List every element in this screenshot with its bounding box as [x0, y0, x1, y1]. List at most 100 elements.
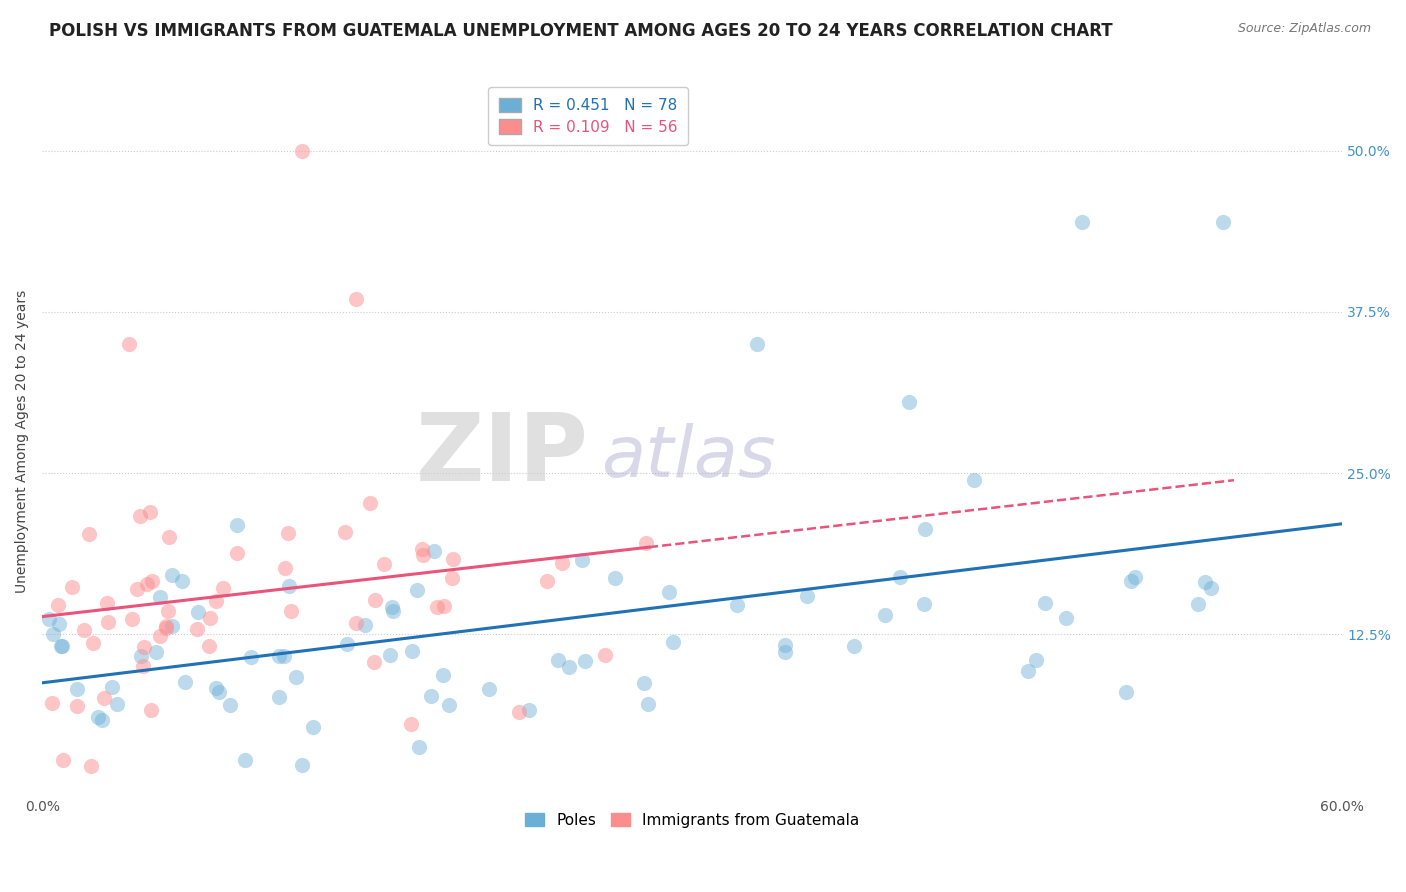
Point	[381, 599, 404, 614]
Point	[336, 637, 359, 651]
Point	[571, 553, 593, 567]
Point	[1199, 581, 1222, 595]
Point	[149, 590, 172, 604]
Point	[278, 579, 301, 593]
Point	[73, 624, 96, 638]
Point	[66, 699, 89, 714]
Point	[267, 648, 290, 663]
Point	[105, 698, 128, 712]
Text: atlas: atlas	[602, 424, 776, 492]
Point	[477, 681, 499, 696]
Point	[662, 634, 685, 648]
Point	[155, 619, 177, 633]
Point	[551, 556, 574, 570]
Point	[302, 720, 325, 734]
Y-axis label: Unemployment Among Ages 20 to 24 years: Unemployment Among Ages 20 to 24 years	[15, 289, 30, 592]
Point	[747, 337, 769, 351]
Point	[225, 546, 247, 560]
Point	[290, 758, 312, 772]
Point	[439, 698, 461, 712]
Point	[200, 611, 222, 625]
Point	[121, 612, 143, 626]
Point	[1187, 598, 1209, 612]
Point	[173, 674, 195, 689]
Point	[1071, 215, 1094, 229]
Point	[508, 705, 530, 719]
Point	[86, 710, 108, 724]
Point	[963, 473, 986, 487]
Point	[46, 598, 69, 612]
Point	[796, 589, 818, 603]
Point	[285, 670, 308, 684]
Point	[1115, 685, 1137, 699]
Point	[101, 680, 124, 694]
Point	[139, 505, 162, 519]
Point	[82, 636, 104, 650]
Point	[889, 570, 911, 584]
Text: Source: ZipAtlas.com: Source: ZipAtlas.com	[1237, 22, 1371, 36]
Point	[1194, 574, 1216, 589]
Point	[420, 689, 443, 703]
Point	[125, 582, 148, 596]
Point	[60, 580, 83, 594]
Point	[344, 292, 367, 306]
Point	[593, 648, 616, 662]
Point	[48, 617, 70, 632]
Point	[574, 654, 596, 668]
Point	[344, 615, 367, 630]
Point	[773, 645, 796, 659]
Point	[842, 639, 865, 653]
Point	[205, 594, 228, 608]
Point	[118, 337, 141, 351]
Point	[41, 696, 63, 710]
Point	[359, 496, 381, 510]
Point	[401, 644, 423, 658]
Point	[162, 568, 184, 582]
Point	[267, 690, 290, 704]
Point	[273, 649, 295, 664]
Point	[406, 582, 429, 597]
Point	[198, 639, 221, 653]
Point	[773, 638, 796, 652]
Point	[172, 574, 194, 588]
Point	[66, 681, 89, 696]
Point	[335, 524, 357, 539]
Point	[914, 522, 936, 536]
Point	[354, 618, 377, 632]
Point	[38, 612, 60, 626]
Point	[136, 576, 159, 591]
Point	[274, 560, 297, 574]
Text: POLISH VS IMMIGRANTS FROM GUATEMALA UNEMPLOYMENT AMONG AGES 20 TO 24 YEARS CORRE: POLISH VS IMMIGRANTS FROM GUATEMALA UNEM…	[49, 22, 1112, 40]
Point	[399, 717, 422, 731]
Point	[912, 597, 935, 611]
Point	[1212, 215, 1234, 229]
Point	[725, 598, 748, 612]
Point	[132, 640, 155, 655]
Point	[157, 604, 180, 618]
Point	[96, 596, 118, 610]
Point	[291, 144, 314, 158]
Point	[364, 593, 387, 607]
Point	[441, 552, 464, 566]
Point	[145, 645, 167, 659]
Point	[412, 548, 434, 562]
Point	[637, 697, 659, 711]
Point	[432, 668, 454, 682]
Point	[208, 685, 231, 699]
Point	[1033, 596, 1056, 610]
Point	[219, 698, 242, 712]
Point	[205, 681, 228, 695]
Point	[42, 627, 65, 641]
Point	[1119, 574, 1142, 588]
Point	[211, 582, 233, 596]
Point	[240, 650, 263, 665]
Point	[1017, 664, 1039, 678]
Point	[411, 542, 433, 557]
Point	[897, 395, 920, 409]
Point	[423, 544, 446, 558]
Point	[517, 703, 540, 717]
Point	[547, 653, 569, 667]
Point	[1025, 653, 1047, 667]
Point	[160, 619, 183, 633]
Point	[132, 658, 155, 673]
